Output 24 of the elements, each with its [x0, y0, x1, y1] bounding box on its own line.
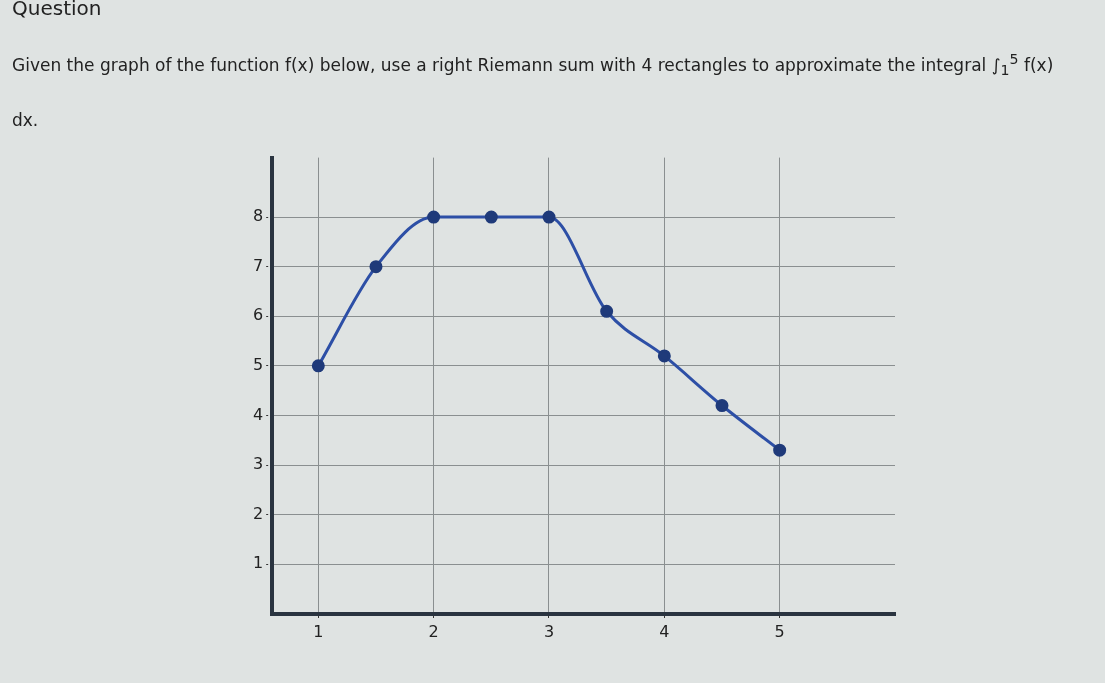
x-tick-label: 1	[313, 621, 324, 641]
point	[542, 210, 556, 224]
y-tick-label: 7	[252, 255, 264, 275]
y-tick-label: 8	[252, 206, 264, 226]
point	[484, 210, 498, 224]
x-tick-label: 5	[774, 621, 785, 641]
x-tick-label: 4	[659, 621, 670, 641]
point	[600, 304, 614, 318]
y-tick-label: 6	[252, 305, 264, 325]
point	[773, 443, 787, 457]
point	[657, 349, 671, 363]
point	[369, 260, 383, 274]
text: Given the graph of the function f(x) below, use a right Riemann sum with 4 rectangles to approximate the integral ∫$_{1}$$^{5}$ f(x) dx.	[12, 51, 1054, 131]
x-tick-label: 3	[543, 621, 555, 641]
point	[311, 359, 325, 373]
y-tick-label: 3	[252, 454, 264, 474]
y-tick-label: 4	[252, 404, 264, 424]
x-tick-label: 2	[428, 621, 439, 641]
point	[715, 399, 729, 413]
y-tick-label: 2	[252, 503, 264, 523]
point	[427, 210, 441, 224]
text: Question	[12, 0, 102, 20]
y-tick-label: 5	[252, 355, 264, 375]
y-tick-label: 1	[252, 553, 264, 573]
